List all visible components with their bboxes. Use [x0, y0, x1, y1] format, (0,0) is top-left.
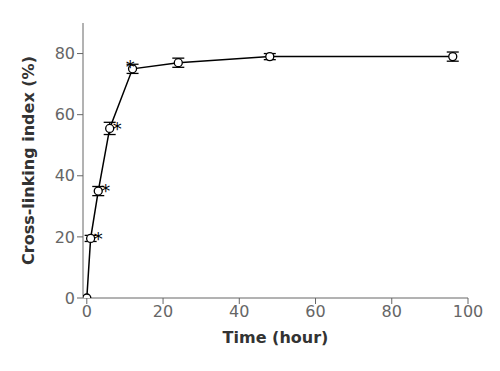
svg-text:0: 0: [65, 289, 75, 308]
svg-text:60: 60: [55, 105, 75, 124]
svg-text:100: 100: [453, 302, 484, 321]
svg-text:80: 80: [382, 302, 402, 321]
svg-text:40: 40: [55, 166, 75, 185]
svg-text:0: 0: [82, 302, 92, 321]
svg-text:40: 40: [229, 302, 249, 321]
svg-text:*: *: [94, 228, 103, 249]
svg-text:Cross-linking index (%): Cross-linking index (%): [19, 56, 38, 265]
svg-text:20: 20: [153, 302, 173, 321]
svg-text:20: 20: [55, 228, 75, 247]
svg-text:Time (hour): Time (hour): [223, 328, 329, 347]
svg-text:*: *: [101, 180, 110, 201]
svg-text:*: *: [113, 118, 122, 139]
svg-text:*: *: [126, 56, 135, 77]
svg-text:80: 80: [55, 44, 75, 63]
svg-text:60: 60: [305, 302, 325, 321]
